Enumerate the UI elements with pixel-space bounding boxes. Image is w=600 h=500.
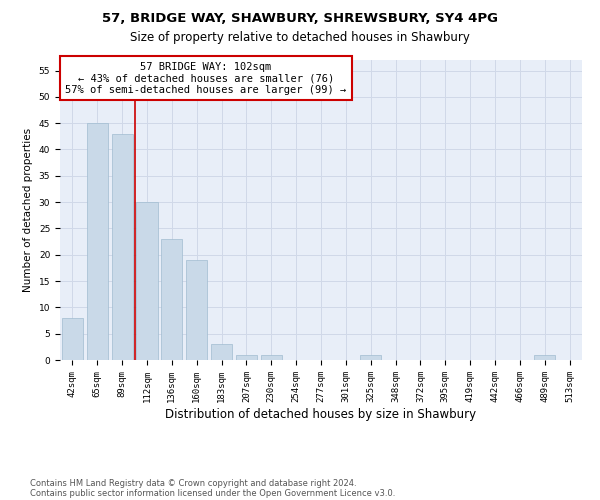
- Bar: [161, 239, 182, 360]
- Bar: [112, 134, 133, 360]
- Y-axis label: Number of detached properties: Number of detached properties: [23, 128, 33, 292]
- Text: Contains HM Land Registry data © Crown copyright and database right 2024.: Contains HM Land Registry data © Crown c…: [30, 478, 356, 488]
- Text: Size of property relative to detached houses in Shawbury: Size of property relative to detached ho…: [130, 31, 470, 44]
- Bar: [534, 354, 555, 360]
- X-axis label: Distribution of detached houses by size in Shawbury: Distribution of detached houses by size …: [166, 408, 476, 420]
- Text: Contains public sector information licensed under the Open Government Licence v3: Contains public sector information licen…: [30, 488, 395, 498]
- Bar: [360, 354, 381, 360]
- Bar: [236, 354, 257, 360]
- Bar: [261, 354, 282, 360]
- Text: 57 BRIDGE WAY: 102sqm
← 43% of detached houses are smaller (76)
57% of semi-deta: 57 BRIDGE WAY: 102sqm ← 43% of detached …: [65, 62, 346, 94]
- Bar: [136, 202, 158, 360]
- Bar: [87, 123, 108, 360]
- Bar: [186, 260, 207, 360]
- Text: 57, BRIDGE WAY, SHAWBURY, SHREWSBURY, SY4 4PG: 57, BRIDGE WAY, SHAWBURY, SHREWSBURY, SY…: [102, 12, 498, 26]
- Bar: [62, 318, 83, 360]
- Bar: [211, 344, 232, 360]
